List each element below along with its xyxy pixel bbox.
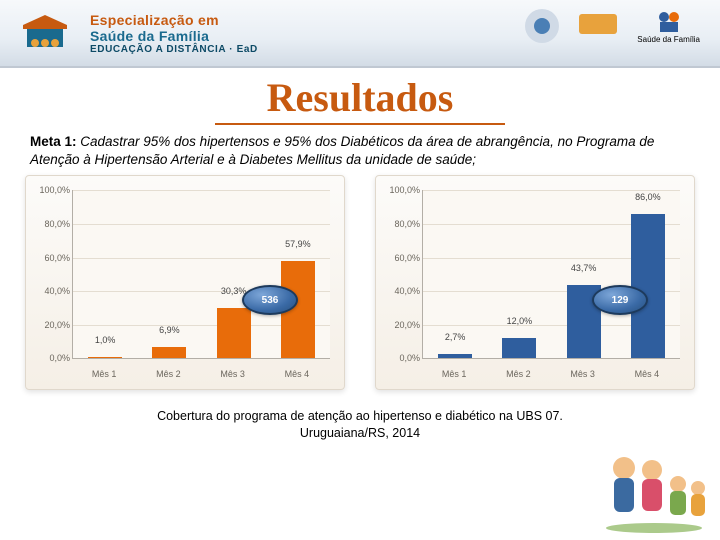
partner-badge-icon [525,9,559,43]
header-title-line3: EDUCAÇÃO A DISTÂNCIA · EaD [90,44,258,55]
badge-left-value: 536 [262,295,279,306]
chart-caption: Cobertura do programa de atenção ao hipe… [0,408,720,441]
bar [217,308,251,359]
chart-diabeticos: 2,7% 12,0% 43,7% 86,0% 129 0,0% 20,0% 40,0% 60… [375,175,695,390]
y-axis-label: 40,0% [382,286,420,296]
x-axis-label: Mês 2 [498,369,538,379]
bar [438,354,472,359]
plot-area-right: 2,7% 12,0% 43,7% 86,0% [422,190,680,359]
y-axis-label: 60,0% [382,253,420,263]
x-axis-label: Mês 4 [627,369,667,379]
gridline [73,190,330,191]
bar [88,357,122,359]
y-axis-label: 100,0% [32,185,70,195]
y-axis-label: 20,0% [32,320,70,330]
bar-value-label: 12,0% [499,316,539,326]
y-axis-label: 40,0% [32,286,70,296]
saude-familia-logo: Saúde da Família [637,8,700,44]
header-band: Especialização em Saúde da Família EDUCA… [0,0,720,68]
bar-value-label: 1,0% [85,335,125,345]
meta-paragraph: Meta 1: Cadastrar 95% dos hipertensos e … [30,133,690,169]
y-axis-label: 0,0% [382,353,420,363]
y-axis-label: 0,0% [32,353,70,363]
gridline [73,224,330,225]
header-right-logos: Saúde da Família [525,8,700,44]
page-title: Resultados [215,74,505,125]
x-axis-label: Mês 1 [434,369,474,379]
badge-right-value: 129 [612,295,629,306]
x-axis-label: Mês 3 [213,369,253,379]
charts-row: 1,0%6,9%30,3%57,9% 536 0,0%20,0%40,0%60,… [20,175,700,390]
y-axis-label: 80,0% [382,219,420,229]
caption-line2: Uruguaiana/RS, 2014 [0,425,720,441]
x-axis-label: Mês 4 [277,369,317,379]
header-title-block: Especialização em Saúde da Família EDUCA… [90,12,258,55]
header-title-line2: Saúde da Família [90,28,258,44]
bar-value-label: 57,9% [278,239,318,249]
y-axis-label: 60,0% [32,253,70,263]
bar [631,214,665,358]
plot-area-left: 1,0%6,9%30,3%57,9% [72,190,330,359]
bar-value-label: 2,7% [435,332,475,342]
y-axis-label: 80,0% [32,219,70,229]
y-axis-label: 100,0% [382,185,420,195]
x-axis-label: Mês 3 [563,369,603,379]
y-axis-label: 20,0% [382,320,420,330]
bar-value-label: 43,7% [564,263,604,273]
program-logo [10,8,80,58]
bar [502,338,536,358]
meta-label: Meta 1: [30,134,77,149]
una-sus-badge-icon [579,14,617,39]
header-title-line1: Especialização em [90,12,258,28]
bar [152,347,186,359]
meta-text: Cadastrar 95% dos hipertensos e 95% dos … [30,134,654,167]
family-illustration-icon [594,444,714,534]
x-axis-label: Mês 1 [84,369,124,379]
caption-line1: Cobertura do programa de atenção ao hipe… [0,408,720,424]
bar-value-label: 6,9% [149,325,189,335]
gridline [73,258,330,259]
bar-value-label: 86,0% [628,192,668,202]
saude-familia-label: Saúde da Família [637,36,700,44]
chart-hipertensos: 1,0%6,9%30,3%57,9% 536 0,0%20,0%40,0%60,… [25,175,345,390]
x-axis-label: Mês 2 [148,369,188,379]
